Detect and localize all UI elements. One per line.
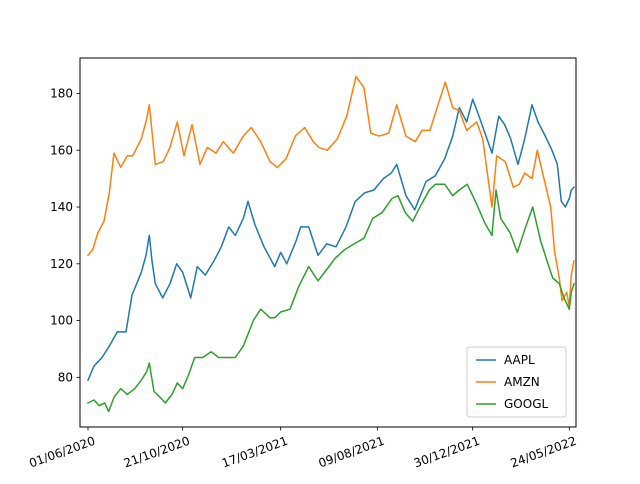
y-tick-label: 180 bbox=[50, 86, 73, 100]
series-lines bbox=[86, 75, 576, 413]
series-line-aapl bbox=[87, 98, 576, 382]
y-tick-label: 140 bbox=[50, 200, 73, 214]
y-tick-label: 160 bbox=[50, 143, 73, 157]
plot-frame bbox=[79, 57, 577, 428]
y-tick-label: 120 bbox=[50, 257, 73, 271]
series-line-googl bbox=[86, 183, 575, 413]
legend-label-amzn: AMZN bbox=[504, 375, 540, 389]
legend-label-googl: GOOGL bbox=[504, 397, 548, 411]
legend-box bbox=[466, 346, 567, 418]
series-line-amzn bbox=[86, 75, 575, 308]
y-tick-label: 100 bbox=[50, 314, 73, 328]
legend-label-aapl: AAPL bbox=[504, 353, 535, 367]
y-axis: 80 100 120 140 160 180 bbox=[50, 86, 80, 384]
y-tick-label: 80 bbox=[58, 370, 73, 384]
legend: AAPL AMZN GOOGL bbox=[466, 346, 567, 418]
